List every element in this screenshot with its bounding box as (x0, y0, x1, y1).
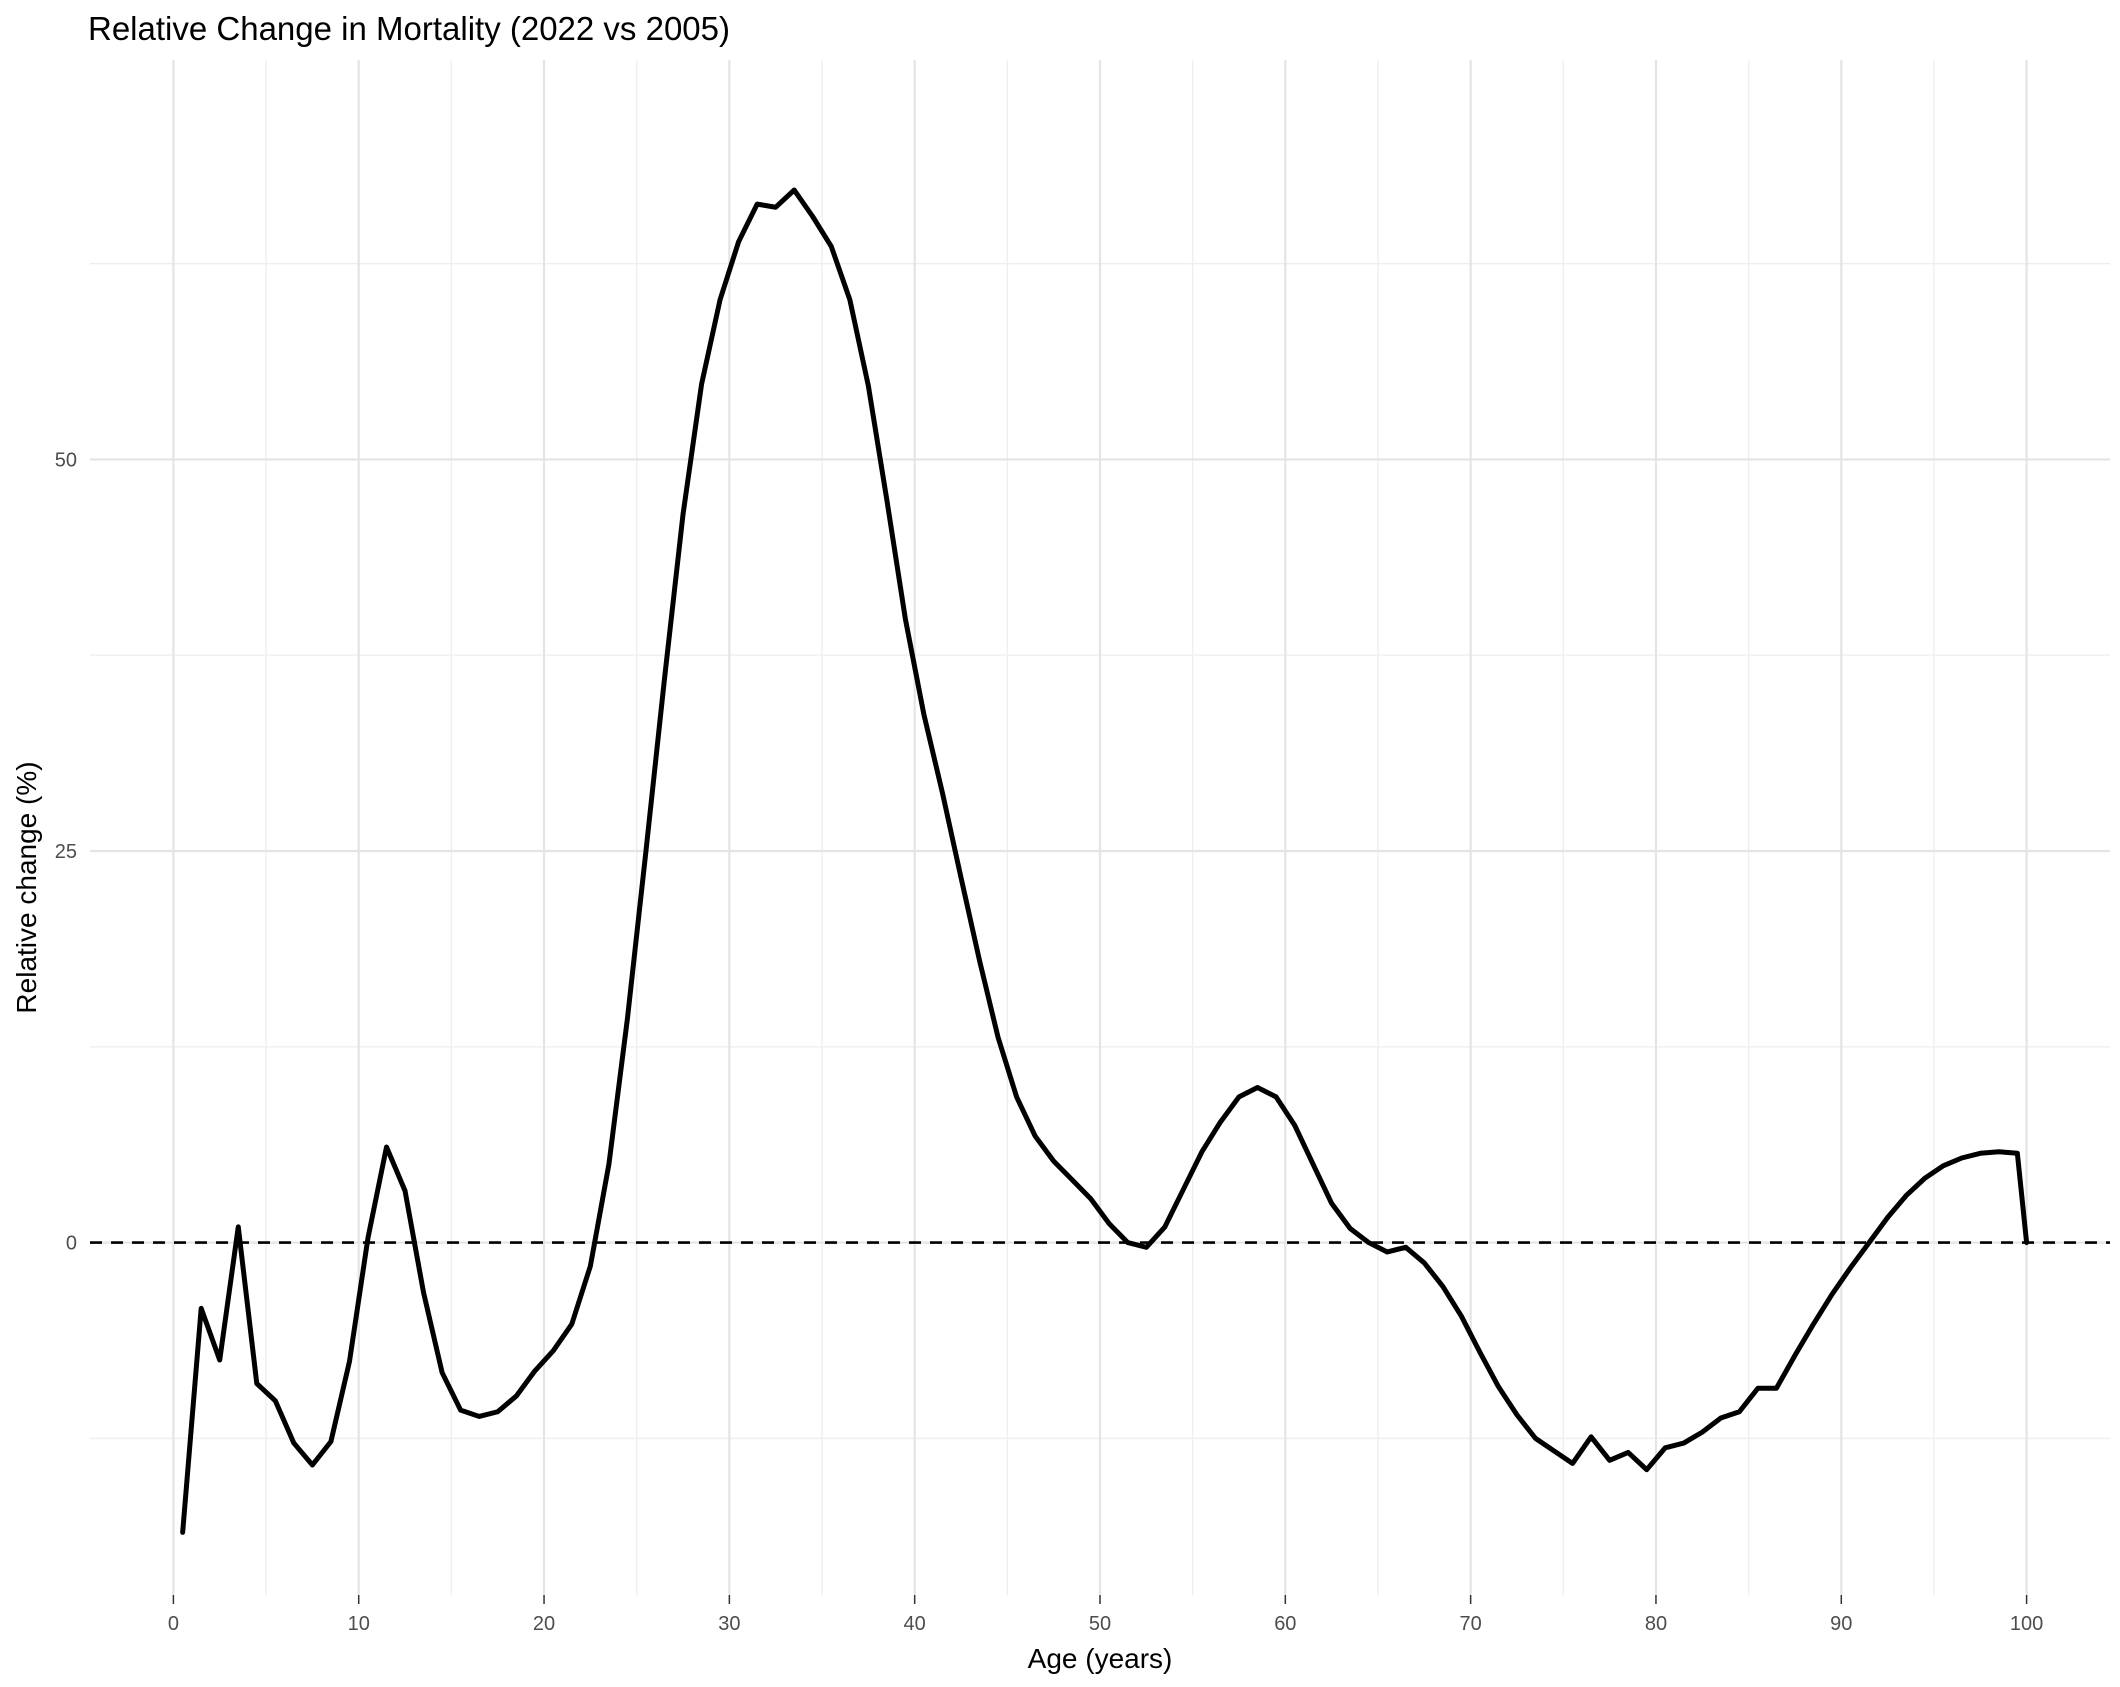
y-axis-title: Relative change (%) (11, 761, 42, 1013)
x-tick-label: 50 (1089, 1613, 1111, 1635)
y-tick-label: 50 (55, 449, 77, 471)
x-tick-label: 90 (1830, 1613, 1852, 1635)
y-tick-label: 25 (55, 841, 77, 863)
x-tick-label: 60 (1274, 1613, 1296, 1635)
chart-title: Relative Change in Mortality (2022 vs 20… (88, 10, 730, 47)
x-tick-label: 70 (1460, 1613, 1482, 1635)
series-line-0 (180, 187, 2030, 1535)
x-axis-ticks: 0 10 20 30 40 50 60 70 80 90 100 (168, 1595, 2043, 1635)
x-tick-label: 30 (718, 1613, 740, 1635)
x-tick-label: 20 (533, 1613, 555, 1635)
y-axis-ticks: 0 25 50 (55, 449, 77, 1254)
x-axis-title: Age (years) (1028, 1643, 1173, 1674)
series-layer (180, 187, 2030, 1535)
y-tick-label: 0 (66, 1233, 77, 1255)
x-tick-label: 100 (2010, 1613, 2043, 1635)
x-tick-label: 40 (904, 1613, 926, 1635)
x-tick-label: 80 (1645, 1613, 1667, 1635)
x-tick-label: 0 (168, 1613, 179, 1635)
x-tick-label: 10 (348, 1613, 370, 1635)
grid (90, 60, 2110, 1595)
